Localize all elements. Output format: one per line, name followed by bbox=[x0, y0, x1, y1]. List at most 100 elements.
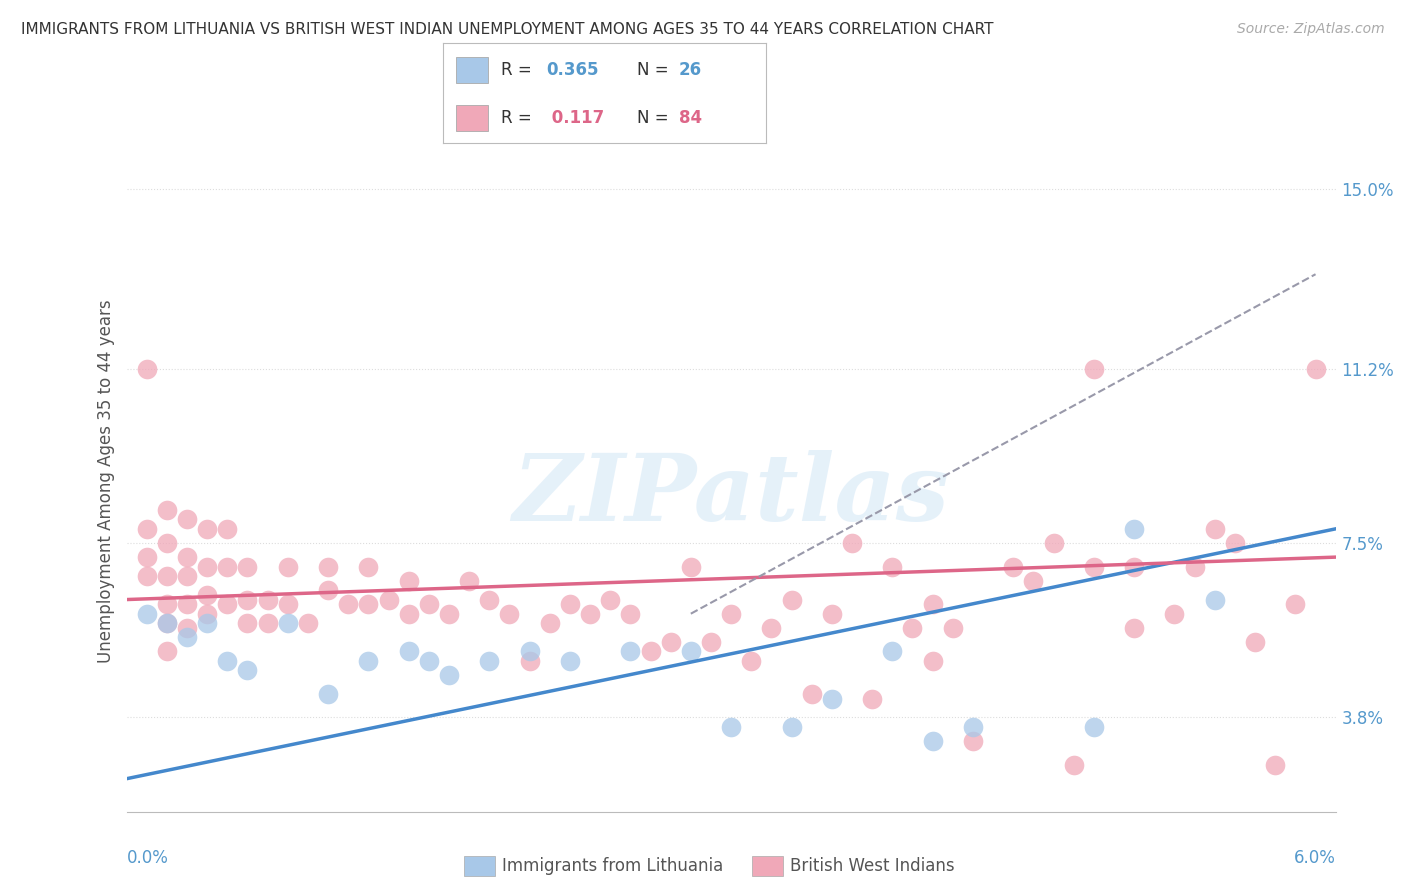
Point bbox=[1063, 757, 1085, 772]
Text: 84: 84 bbox=[679, 109, 702, 127]
Point bbox=[277, 597, 299, 611]
Point bbox=[236, 663, 259, 677]
Point bbox=[1123, 559, 1146, 574]
Text: 0.365: 0.365 bbox=[547, 61, 599, 78]
Point bbox=[1083, 720, 1105, 734]
Point bbox=[256, 592, 278, 607]
Point bbox=[519, 654, 541, 668]
Point bbox=[1305, 361, 1327, 376]
Point bbox=[256, 616, 278, 631]
Point bbox=[558, 597, 581, 611]
Point bbox=[942, 621, 965, 635]
Point bbox=[720, 720, 742, 734]
Text: 6.0%: 6.0% bbox=[1294, 849, 1336, 867]
Point bbox=[277, 616, 299, 631]
Point bbox=[841, 536, 863, 550]
Point bbox=[437, 607, 460, 621]
Text: Source: ZipAtlas.com: Source: ZipAtlas.com bbox=[1237, 22, 1385, 37]
Point bbox=[800, 687, 823, 701]
Point bbox=[236, 559, 259, 574]
Point bbox=[1123, 621, 1146, 635]
FancyBboxPatch shape bbox=[456, 57, 488, 83]
Point bbox=[1284, 597, 1306, 611]
Point bbox=[1184, 559, 1206, 574]
Point bbox=[195, 616, 218, 631]
Point bbox=[437, 668, 460, 682]
Point bbox=[1204, 522, 1226, 536]
FancyBboxPatch shape bbox=[456, 104, 488, 131]
Point bbox=[418, 597, 440, 611]
Text: 0.117: 0.117 bbox=[547, 109, 605, 127]
Point bbox=[659, 635, 682, 649]
Point bbox=[740, 654, 762, 668]
Text: R =: R = bbox=[501, 61, 537, 78]
Point bbox=[921, 734, 943, 748]
Point bbox=[921, 597, 943, 611]
Point bbox=[135, 607, 157, 621]
Point bbox=[860, 691, 883, 706]
Point bbox=[277, 559, 299, 574]
Point bbox=[921, 654, 943, 668]
Point bbox=[176, 512, 198, 526]
Point bbox=[619, 644, 641, 658]
Point bbox=[1002, 559, 1025, 574]
Point bbox=[700, 635, 723, 649]
Text: IMMIGRANTS FROM LITHUANIA VS BRITISH WEST INDIAN UNEMPLOYMENT AMONG AGES 35 TO 4: IMMIGRANTS FROM LITHUANIA VS BRITISH WES… bbox=[21, 22, 994, 37]
Point bbox=[882, 559, 904, 574]
Text: N =: N = bbox=[637, 109, 673, 127]
Point bbox=[1083, 361, 1105, 376]
Point bbox=[357, 654, 380, 668]
Point bbox=[377, 592, 399, 607]
Point bbox=[720, 607, 742, 621]
Point bbox=[156, 536, 179, 550]
Point bbox=[156, 569, 179, 583]
Point bbox=[176, 597, 198, 611]
Point bbox=[316, 583, 339, 598]
Point bbox=[1022, 574, 1045, 588]
Point bbox=[679, 559, 702, 574]
Point bbox=[195, 607, 218, 621]
Point bbox=[418, 654, 440, 668]
Point bbox=[217, 654, 239, 668]
Point bbox=[882, 644, 904, 658]
Point bbox=[679, 644, 702, 658]
Point bbox=[579, 607, 602, 621]
Point bbox=[619, 607, 641, 621]
Point bbox=[135, 550, 157, 565]
Point bbox=[135, 522, 157, 536]
Point bbox=[962, 720, 984, 734]
Point bbox=[176, 569, 198, 583]
Point bbox=[1223, 536, 1246, 550]
Point bbox=[1264, 757, 1286, 772]
Point bbox=[337, 597, 360, 611]
Point bbox=[297, 616, 319, 631]
Point bbox=[156, 503, 179, 517]
Point bbox=[1244, 635, 1267, 649]
Point bbox=[135, 361, 157, 376]
Point bbox=[599, 592, 621, 607]
Point bbox=[780, 592, 803, 607]
Point bbox=[156, 616, 179, 631]
Point bbox=[1083, 559, 1105, 574]
Point bbox=[135, 569, 157, 583]
Point bbox=[357, 597, 380, 611]
Point bbox=[458, 574, 481, 588]
Point bbox=[901, 621, 924, 635]
Text: N =: N = bbox=[637, 61, 673, 78]
Point bbox=[1204, 592, 1226, 607]
Point bbox=[316, 687, 339, 701]
Point bbox=[217, 522, 239, 536]
Point bbox=[195, 522, 218, 536]
Point bbox=[821, 607, 844, 621]
Point bbox=[398, 607, 420, 621]
Point bbox=[195, 588, 218, 602]
Point bbox=[398, 644, 420, 658]
Point bbox=[962, 734, 984, 748]
Point bbox=[156, 597, 179, 611]
Point bbox=[156, 644, 179, 658]
Point bbox=[640, 644, 662, 658]
Text: ZIPatlas: ZIPatlas bbox=[513, 450, 949, 540]
Point bbox=[538, 616, 561, 631]
Point bbox=[478, 592, 501, 607]
Point bbox=[176, 621, 198, 635]
